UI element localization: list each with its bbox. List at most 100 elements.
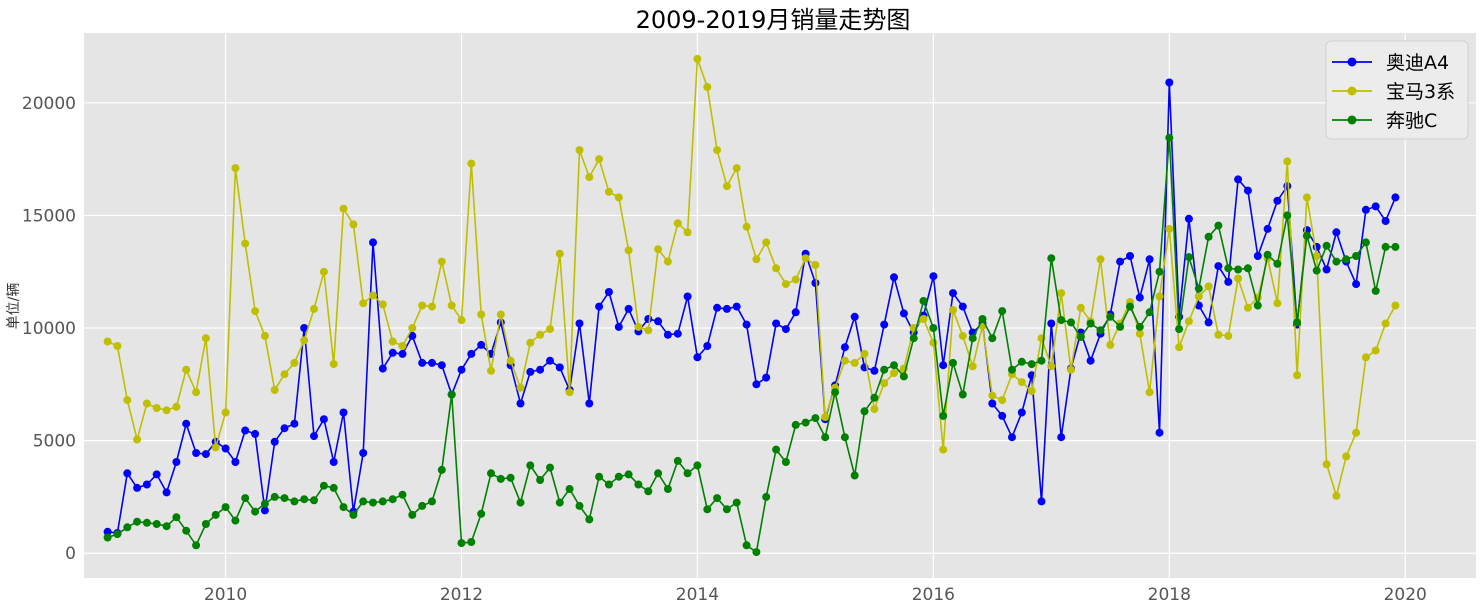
data-point xyxy=(290,419,299,428)
data-point xyxy=(693,353,702,362)
data-point xyxy=(1086,356,1095,365)
data-point xyxy=(1234,274,1243,283)
data-point xyxy=(703,83,712,91)
data-point xyxy=(1017,408,1026,417)
series-0 xyxy=(103,78,1400,537)
data-point xyxy=(1086,319,1095,328)
data-point xyxy=(683,228,692,237)
data-point xyxy=(428,358,436,367)
data-point xyxy=(1008,365,1016,374)
data-point xyxy=(850,358,859,367)
data-point xyxy=(339,503,348,512)
data-point xyxy=(939,445,948,454)
data-point xyxy=(280,424,289,433)
data-point xyxy=(1204,232,1213,241)
data-point xyxy=(211,443,220,452)
data-point xyxy=(831,388,840,397)
data-point xyxy=(1302,231,1311,240)
data-point xyxy=(241,494,250,503)
data-point xyxy=(142,518,151,527)
data-point xyxy=(1145,255,1154,264)
data-point xyxy=(1047,254,1056,263)
data-point xyxy=(418,358,427,367)
data-point xyxy=(654,469,663,478)
data-point xyxy=(801,418,810,427)
data-point xyxy=(1116,322,1125,331)
data-point xyxy=(418,301,427,310)
data-point xyxy=(1204,318,1213,327)
data-point xyxy=(1126,252,1134,260)
series-2 xyxy=(103,133,1400,557)
y-axis-label: 单位/辆 xyxy=(6,283,22,330)
data-point xyxy=(958,390,967,399)
data-point xyxy=(1253,301,1262,310)
data-point xyxy=(251,307,260,316)
data-point xyxy=(428,302,436,311)
data-point xyxy=(260,331,269,340)
data-point xyxy=(929,338,938,347)
data-point xyxy=(732,302,741,311)
data-point xyxy=(152,520,161,528)
data-point xyxy=(909,334,918,343)
data-point xyxy=(1057,316,1066,325)
data-point xyxy=(1194,284,1203,293)
data-point xyxy=(644,315,653,323)
data-point xyxy=(752,548,761,557)
data-point xyxy=(919,315,928,323)
data-point xyxy=(958,331,967,340)
data-point xyxy=(1175,325,1184,334)
data-point xyxy=(614,472,623,481)
data-point xyxy=(752,380,761,389)
data-point xyxy=(152,470,161,479)
data-point xyxy=(221,503,230,512)
y-tick-label: 15000 xyxy=(22,206,76,226)
data-point xyxy=(624,304,633,313)
data-point xyxy=(546,356,554,365)
data-point xyxy=(890,361,898,370)
data-point xyxy=(1057,433,1066,442)
data-point xyxy=(1381,217,1390,225)
data-point xyxy=(221,444,230,453)
data-point xyxy=(1165,133,1174,142)
data-point xyxy=(162,406,171,415)
data-point xyxy=(988,391,997,400)
data-point xyxy=(319,267,328,276)
data-point xyxy=(595,302,604,311)
data-point xyxy=(1273,299,1282,308)
data-point xyxy=(772,319,781,328)
data-point xyxy=(1312,252,1321,260)
data-point xyxy=(1371,286,1380,295)
data-point xyxy=(1273,259,1282,268)
data-point xyxy=(958,302,967,311)
data-point xyxy=(536,365,545,374)
data-point xyxy=(1194,292,1203,301)
data-point xyxy=(614,322,623,331)
data-point xyxy=(103,533,112,542)
data-point xyxy=(142,399,151,408)
data-point xyxy=(899,309,908,318)
data-point xyxy=(772,264,781,273)
data-point xyxy=(840,356,849,365)
data-point xyxy=(634,480,643,489)
data-point xyxy=(1243,264,1252,273)
data-point xyxy=(201,520,210,528)
data-point xyxy=(339,408,348,417)
data-point xyxy=(1322,460,1331,469)
data-point xyxy=(663,485,672,493)
data-point xyxy=(732,164,741,173)
data-point xyxy=(1263,224,1272,233)
data-point xyxy=(1155,292,1164,301)
data-point xyxy=(998,307,1007,316)
data-point xyxy=(1253,252,1262,260)
y-tick-label: 10000 xyxy=(22,319,76,339)
data-point xyxy=(1067,318,1075,327)
data-point xyxy=(781,458,790,466)
data-point xyxy=(369,238,377,247)
data-point xyxy=(1155,267,1164,276)
data-point xyxy=(683,292,692,301)
data-point xyxy=(762,492,771,501)
data-point xyxy=(801,254,810,263)
data-point xyxy=(555,363,564,372)
data-point xyxy=(123,469,132,478)
x-tick-labels: 2010 2012 2014 2016 2018 2020 xyxy=(204,585,1427,605)
